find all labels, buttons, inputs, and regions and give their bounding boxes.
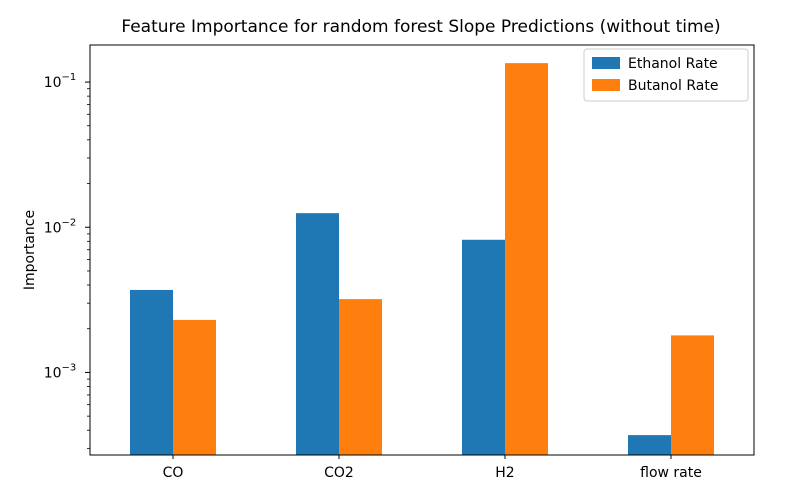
bars-layer: [130, 63, 714, 455]
legend: Ethanol Rate Butanol Rate: [583, 48, 749, 102]
y-tick-label: 10−2: [44, 217, 77, 236]
bar-co2-series-1: [296, 213, 339, 455]
y-tick-label: 10−1: [44, 72, 77, 91]
bar-h2-series-1: [462, 239, 505, 455]
x-tick-label: flow rate: [640, 465, 702, 481]
x-tick-label: CO2: [324, 465, 354, 481]
y-axis-label: Importance: [22, 210, 38, 290]
bar-co2-series-2: [339, 299, 382, 455]
bar-h2-series-2: [505, 63, 548, 455]
legend-label-1: Ethanol Rate: [628, 56, 718, 72]
bar-co-series-1: [130, 289, 173, 455]
y-axis: 10−3 10−2 10−1: [44, 72, 90, 449]
x-tick-label: CO: [163, 465, 184, 481]
x-axis: CO CO2 H2 flow rate: [163, 455, 702, 481]
legend-swatch-2: [592, 79, 620, 91]
legend-label-2: Butanol Rate: [628, 78, 718, 94]
legend-box: [583, 48, 749, 102]
x-tick-label: H2: [495, 465, 514, 481]
legend-swatch-1: [592, 57, 620, 69]
bar-co-series-2: [173, 319, 216, 455]
bar-flow-rate-series-2: [671, 335, 714, 455]
y-tick-label: 10−3: [44, 362, 77, 381]
chart-title: Feature Importance for random forest Slo…: [121, 17, 720, 37]
bar-flow-rate-series-1: [628, 435, 671, 455]
